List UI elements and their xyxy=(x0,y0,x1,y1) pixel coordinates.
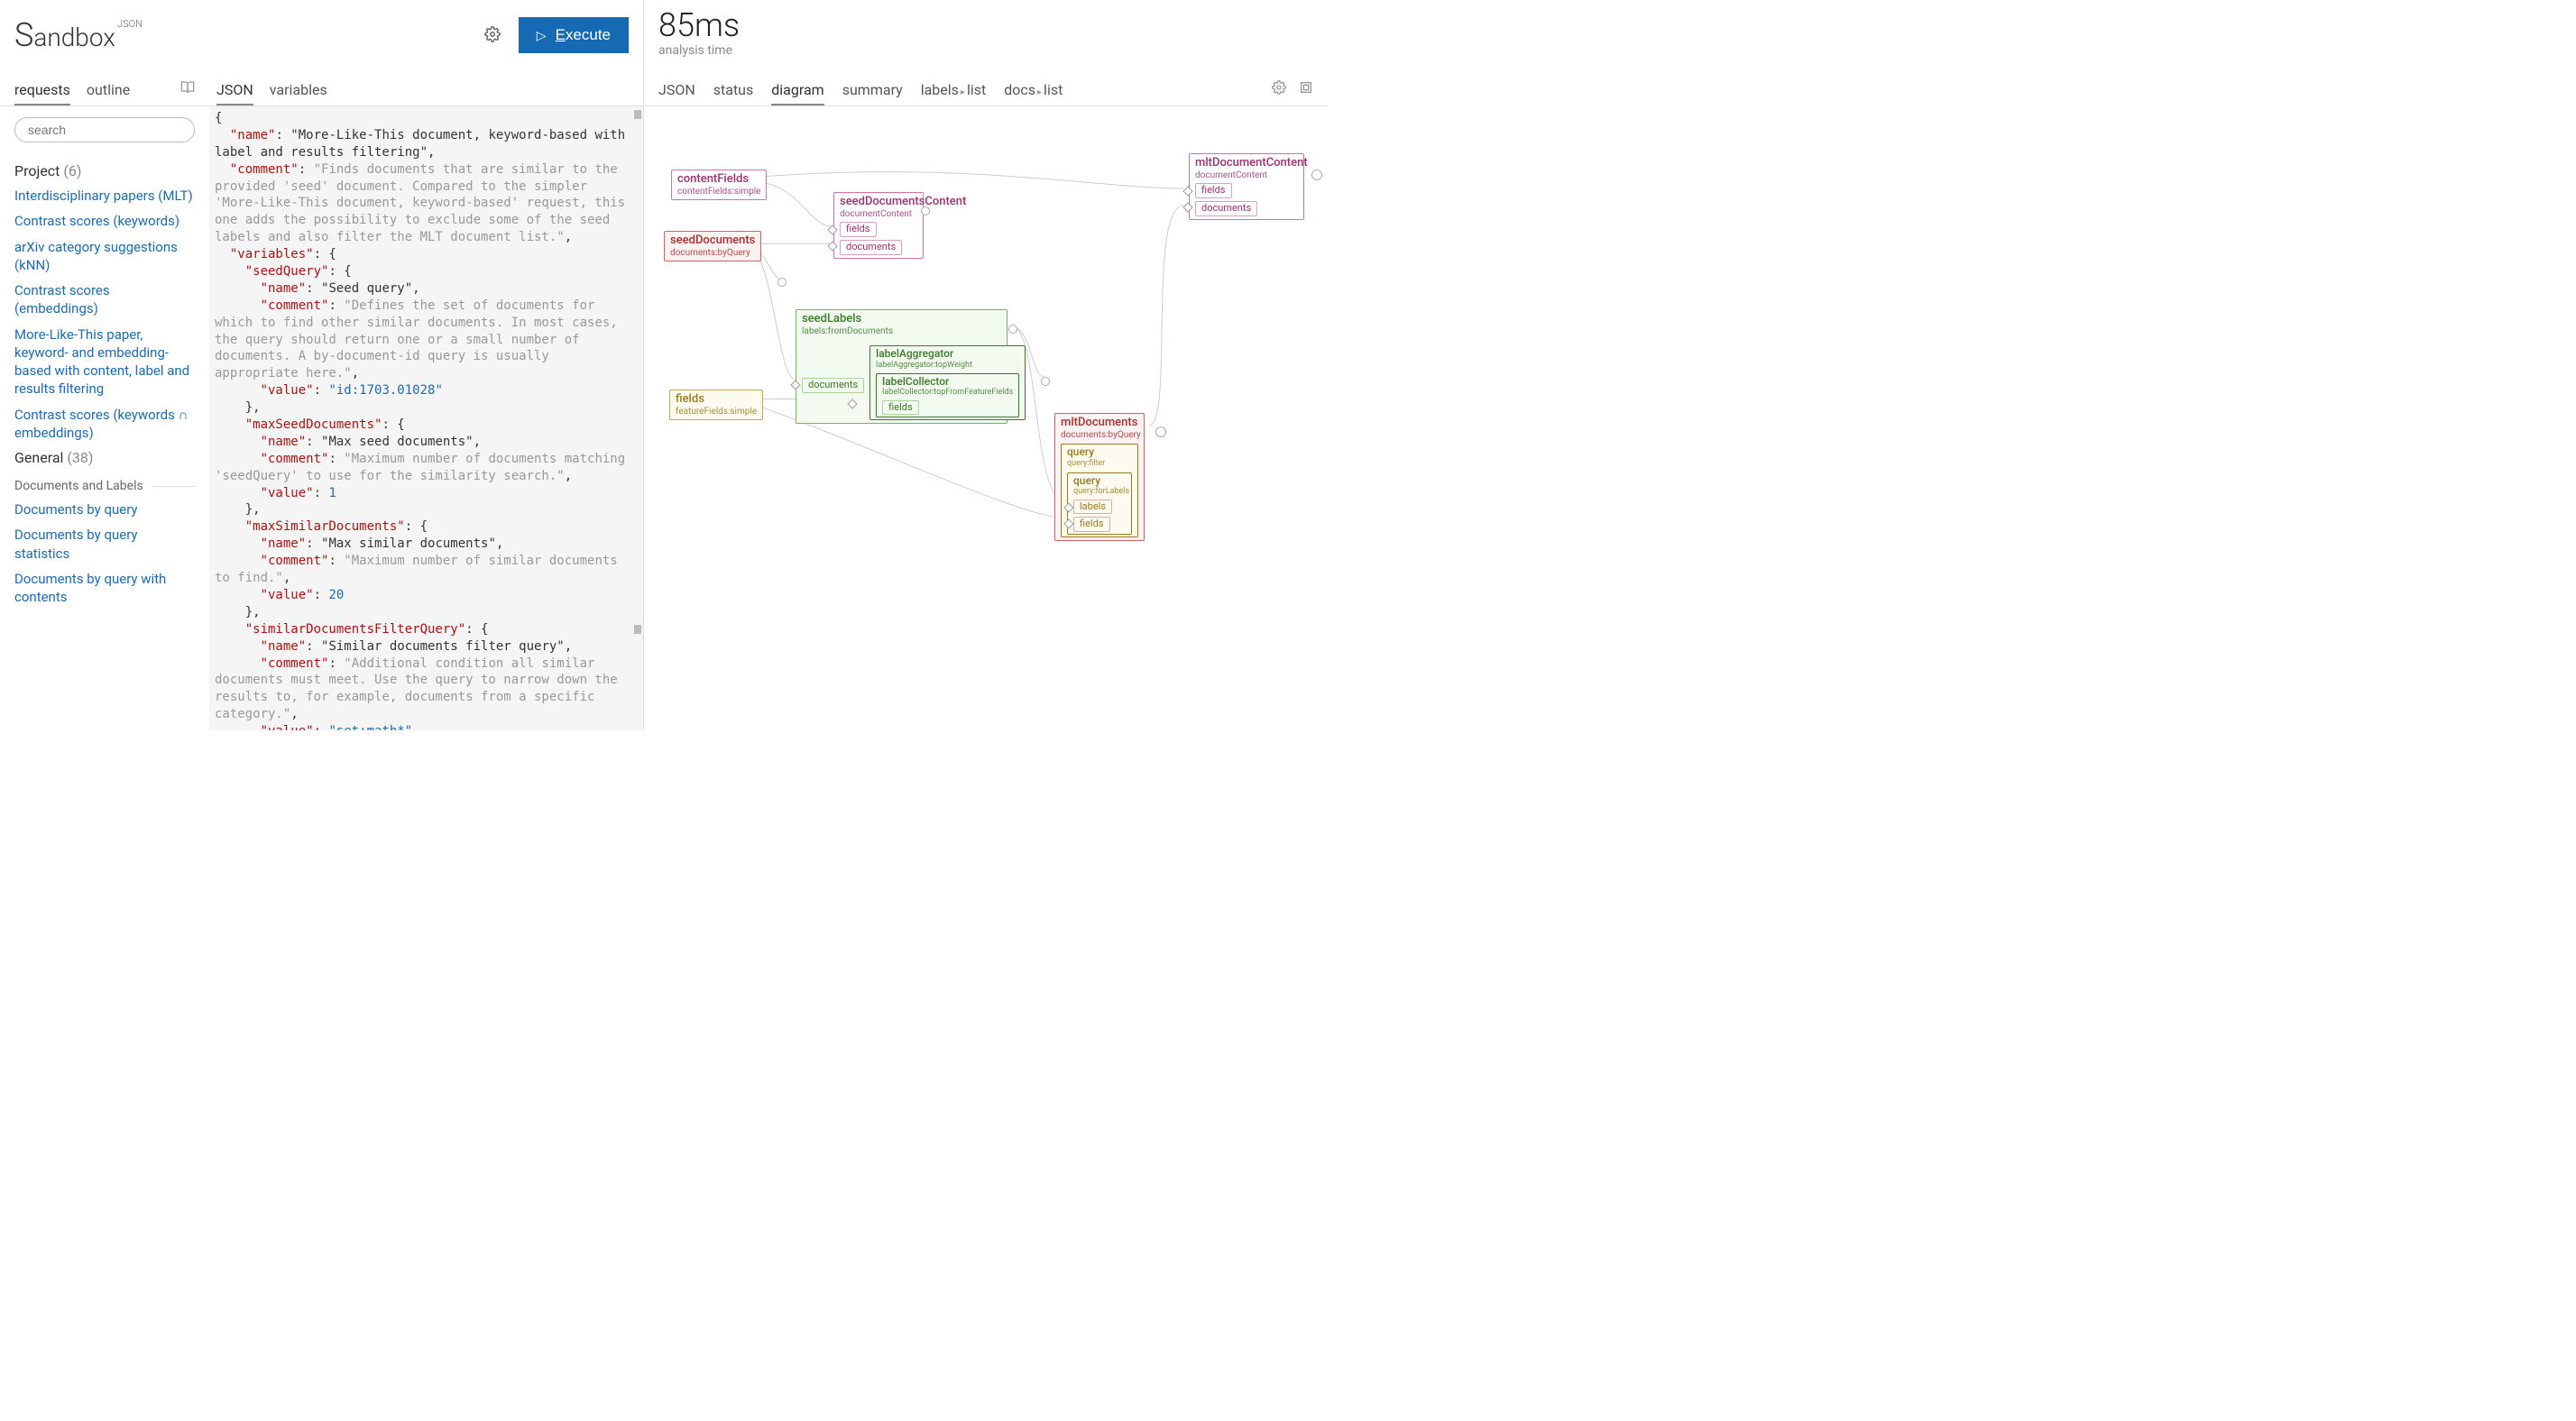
rtab-docs[interactable]: docs▸list xyxy=(1004,81,1063,105)
search-input[interactable] xyxy=(14,117,195,142)
rtab-labels[interactable]: labels▸list xyxy=(921,81,987,105)
node-seedLabels[interactable]: seedLabels labels:fromDocuments document… xyxy=(796,309,1007,424)
port-documents: documents xyxy=(802,378,864,393)
sidebar-item[interactable]: Contrast scores (embeddings) xyxy=(14,281,195,318)
port-fields: fields xyxy=(1073,517,1110,532)
tab-json[interactable]: JSON xyxy=(216,81,253,105)
project-heading: Project (6) xyxy=(14,162,195,179)
tab-requests[interactable]: requests xyxy=(14,81,70,105)
tab-variables[interactable]: variables xyxy=(270,81,327,105)
port-documents: documents xyxy=(840,240,902,255)
sidebar-item[interactable]: More-Like-This paper, keyword- and embed… xyxy=(14,325,195,399)
sidebar-item[interactable]: Interdisciplinary papers (MLT) xyxy=(14,187,195,205)
sidebar-item[interactable]: Documents by query with contents xyxy=(14,570,195,607)
port-documents: documents xyxy=(1195,201,1257,216)
diagram-canvas[interactable]: contentFields contentFields:simple seedD… xyxy=(644,106,1328,730)
analysis-time: 85ms xyxy=(658,9,1313,41)
node-mltDocumentContent[interactable]: mltDocumentContent documentContent field… xyxy=(1189,153,1304,220)
sidebar-item[interactable]: arXiv category suggestions (kNN) xyxy=(14,238,195,275)
sidebar-item[interactable]: Contrast scores (keywords) xyxy=(14,212,195,230)
general-heading: General (38) xyxy=(14,449,195,466)
node-fields[interactable]: fields featureFields:simple xyxy=(669,390,763,420)
json-editor[interactable]: { "name": "More-Like-This document, keyw… xyxy=(209,106,643,730)
node-seedDocumentsContent[interactable]: seedDocumentsContent documentContent fie… xyxy=(833,192,924,259)
sidebar-item[interactable]: Contrast scores (keywords ∩ embeddings) xyxy=(14,406,195,443)
play-icon: ▷ xyxy=(537,28,547,43)
sidebar-item[interactable]: Documents by query xyxy=(14,500,195,518)
rtab-status[interactable]: status xyxy=(713,81,754,105)
rtab-summary[interactable]: summary xyxy=(842,81,903,105)
sidebar-item[interactable]: Documents by query statistics xyxy=(14,526,195,563)
node-seedDocuments[interactable]: seedDocuments documents:byQuery xyxy=(664,231,761,261)
sidebar: Project (6) Interdisciplinary papers (ML… xyxy=(0,106,209,730)
fullscreen-icon[interactable] xyxy=(1299,80,1313,98)
port-labels: labels xyxy=(1073,500,1112,515)
book-icon[interactable] xyxy=(180,80,195,105)
port-fields: fields xyxy=(1195,183,1232,198)
tab-outline[interactable]: outline xyxy=(87,81,130,105)
gear-icon[interactable] xyxy=(1272,80,1286,98)
sidebar-subheading: Documents and Labels xyxy=(14,479,195,493)
rtab-json[interactable]: JSON xyxy=(658,81,695,105)
execute-button[interactable]: ▷ Execute xyxy=(519,17,629,53)
logo: Sandbox JSON xyxy=(14,16,115,54)
node-contentFields[interactable]: contentFields contentFields:simple xyxy=(671,170,767,200)
gear-icon xyxy=(484,26,501,42)
rtab-diagram[interactable]: diagram xyxy=(771,81,823,105)
analysis-time-label: analysis time xyxy=(658,43,1313,58)
port-fields: fields xyxy=(882,400,919,416)
port-fields: fields xyxy=(840,222,877,237)
settings-button[interactable] xyxy=(484,26,501,45)
